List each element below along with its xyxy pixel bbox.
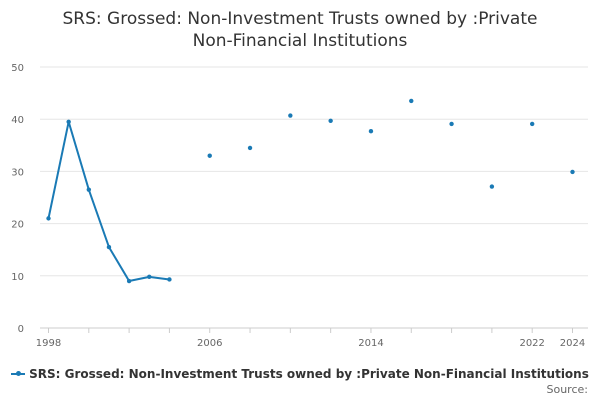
data-point — [147, 274, 152, 280]
data-point — [570, 169, 575, 175]
x-tick-label: 2014 — [358, 338, 383, 349]
gridlines — [40, 66, 588, 329]
data-point — [288, 113, 293, 118]
x-tick-label: 1998 — [36, 338, 61, 349]
legend-label: SRS: Grossed: Non-Investment Trusts owne… — [29, 367, 589, 381]
y-tick-label: 0 — [18, 324, 24, 335]
data-point — [106, 244, 112, 250]
chart-title-line-2: Non-Financial Institutions — [192, 31, 408, 51]
series-line — [47, 120, 170, 283]
axes: 0 10 20 30 40 50 1998 2006 2014 2022 2024 — [11, 63, 585, 349]
y-tick-label: 30 — [11, 167, 24, 178]
chart-title-line-1: SRS: Grossed: Non-Investment Trusts owne… — [62, 9, 538, 29]
data-point — [247, 145, 253, 151]
data-point — [46, 216, 51, 221]
y-tick-label: 40 — [11, 115, 24, 126]
y-tick-label: 20 — [11, 220, 24, 231]
x-tick-label: 2024 — [560, 338, 585, 349]
y-tick-label: 50 — [11, 63, 24, 74]
data-point — [86, 187, 92, 192]
chart-title: SRS: Grossed: Non-Investment Trusts owne… — [0, 8, 600, 52]
series-layer — [46, 98, 575, 284]
data-point — [489, 184, 495, 189]
data-point — [207, 153, 212, 158]
data-point — [167, 277, 172, 282]
x-tick-label: 2022 — [519, 338, 544, 349]
data-point — [126, 278, 132, 284]
y-tick-label: 10 — [11, 272, 24, 283]
data-point — [529, 121, 535, 127]
source-note: Source: — [546, 383, 589, 396]
data-point — [66, 119, 71, 125]
legend-line-marker-icon — [11, 369, 26, 379]
data-point — [409, 98, 414, 104]
legend[interactable]: SRS: Grossed: Non-Investment Trusts owne… — [0, 366, 600, 382]
data-point — [449, 121, 454, 127]
data-point — [368, 129, 374, 134]
x-tick-label: 2006 — [197, 338, 222, 349]
data-point — [328, 118, 333, 123]
